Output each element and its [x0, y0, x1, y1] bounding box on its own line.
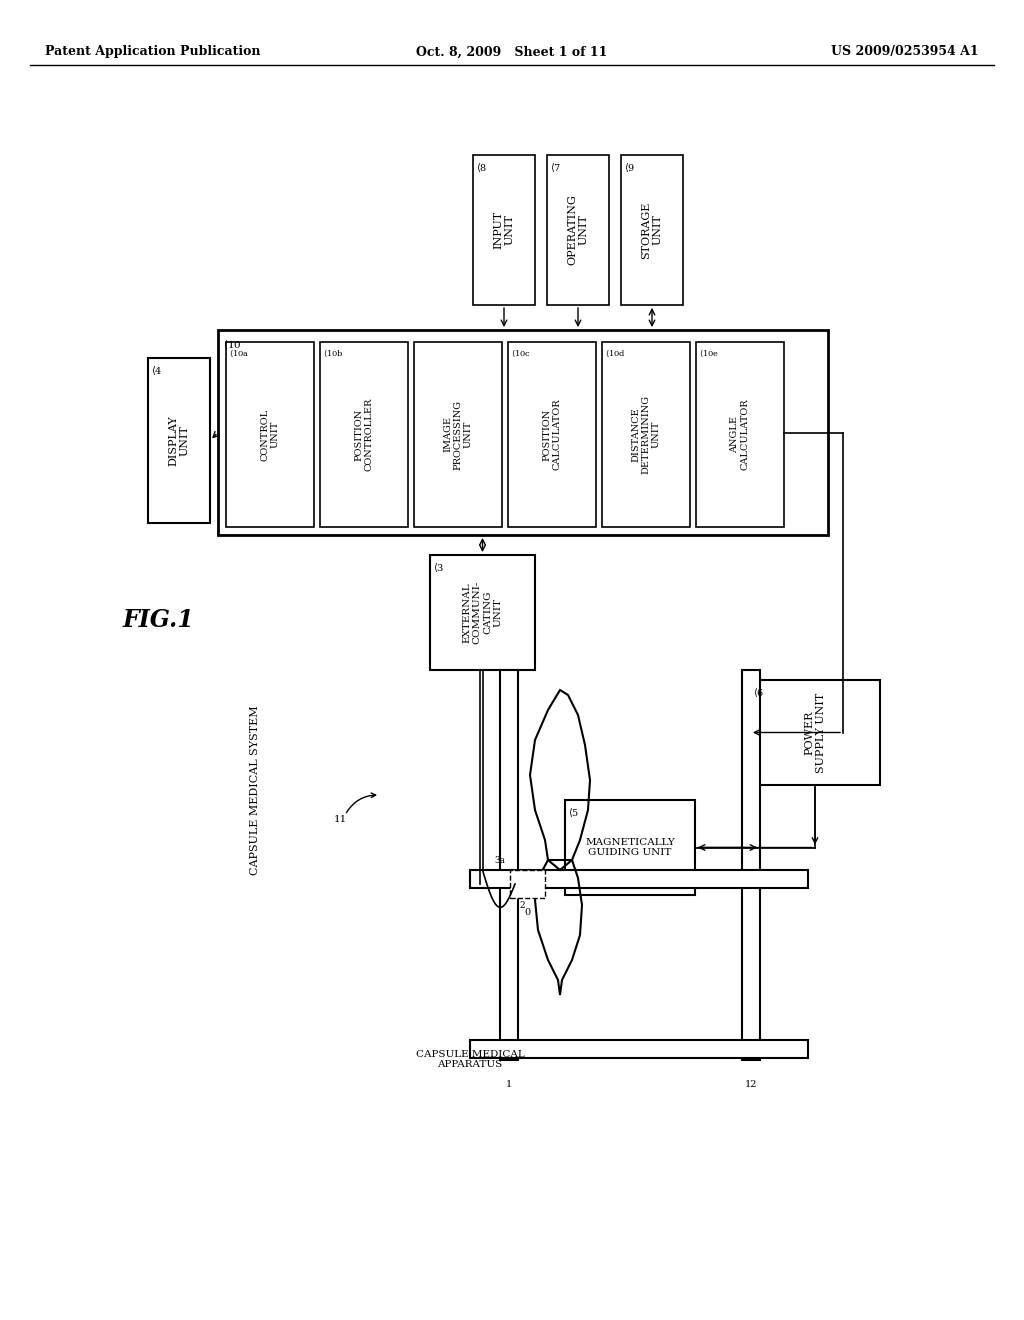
Text: 11: 11: [334, 816, 347, 825]
Text: 0: 0: [524, 908, 530, 917]
Bar: [500, 671, 518, 1060]
Text: EXTERNAL
COMMUNI-
CATING
UNIT: EXTERNAL COMMUNI- CATING UNIT: [463, 581, 503, 644]
Bar: [547, 154, 609, 305]
Text: $\langle$4: $\langle$4: [151, 364, 163, 378]
Text: INPUT
UNIT: INPUT UNIT: [494, 211, 515, 249]
Bar: [430, 554, 535, 671]
Text: CAPSULE MEDICAL
APPARATUS: CAPSULE MEDICAL APPARATUS: [416, 1049, 524, 1069]
Bar: [470, 870, 808, 888]
Bar: [473, 154, 535, 305]
Text: ANGLE
CALCULATOR: ANGLE CALCULATOR: [730, 399, 750, 470]
Bar: [750, 680, 880, 785]
Bar: [602, 342, 690, 527]
Bar: [565, 800, 695, 895]
Text: $\langle$10a: $\langle$10a: [229, 348, 250, 359]
Bar: [508, 342, 596, 527]
Text: $\langle$10e: $\langle$10e: [699, 348, 720, 359]
Text: $\langle$6: $\langle$6: [753, 686, 764, 700]
Bar: [742, 671, 760, 1060]
Text: POSITION
CALCULATOR: POSITION CALCULATOR: [543, 399, 562, 470]
Text: Patent Application Publication: Patent Application Publication: [45, 45, 260, 58]
Bar: [218, 330, 828, 535]
Text: FIG.1: FIG.1: [122, 609, 194, 632]
Text: 3a: 3a: [494, 855, 505, 865]
Text: IMAGE
PROCESSING
UNIT: IMAGE PROCESSING UNIT: [443, 400, 473, 470]
Text: 2: 2: [520, 902, 525, 909]
Text: DISTANCE
DETERMINING
UNIT: DISTANCE DETERMINING UNIT: [631, 395, 660, 474]
Text: $\langle$3: $\langle$3: [433, 561, 444, 574]
Text: $\langle$10: $\langle$10: [223, 338, 242, 351]
Bar: [470, 1040, 808, 1059]
Text: $\langle$10b: $\langle$10b: [323, 348, 344, 359]
Text: US 2009/0253954 A1: US 2009/0253954 A1: [831, 45, 979, 58]
Bar: [319, 342, 408, 527]
Text: CAPSULE MEDICAL SYSTEM: CAPSULE MEDICAL SYSTEM: [250, 705, 260, 875]
Bar: [621, 154, 683, 305]
Text: DISPLAY
UNIT: DISPLAY UNIT: [168, 414, 189, 466]
Bar: [696, 342, 784, 527]
Bar: [510, 870, 545, 898]
Text: MAGNETICALLY
GUIDING UNIT: MAGNETICALLY GUIDING UNIT: [585, 838, 675, 857]
Text: $\langle$10d: $\langle$10d: [605, 348, 626, 359]
Text: 1: 1: [506, 1080, 512, 1089]
Text: STORAGE
UNIT: STORAGE UNIT: [641, 202, 663, 259]
Text: $\langle$9: $\langle$9: [624, 161, 635, 174]
Text: $\langle$8: $\langle$8: [476, 161, 487, 174]
Bar: [148, 358, 210, 523]
Bar: [226, 342, 314, 527]
Text: $\langle$10c: $\langle$10c: [511, 348, 531, 359]
Bar: [414, 342, 502, 527]
Text: CONTROL
UNIT: CONTROL UNIT: [260, 408, 280, 461]
Text: $\langle$7: $\langle$7: [550, 161, 561, 174]
Text: 12: 12: [744, 1080, 758, 1089]
Text: POWER
SUPPLY UNIT: POWER SUPPLY UNIT: [804, 693, 825, 772]
Text: OPERATING
UNIT: OPERATING UNIT: [567, 194, 589, 265]
Text: POSITION
CONTROLLER: POSITION CONTROLLER: [354, 397, 374, 471]
Text: Oct. 8, 2009   Sheet 1 of 11: Oct. 8, 2009 Sheet 1 of 11: [417, 45, 607, 58]
Text: $\langle$5: $\langle$5: [568, 807, 580, 818]
